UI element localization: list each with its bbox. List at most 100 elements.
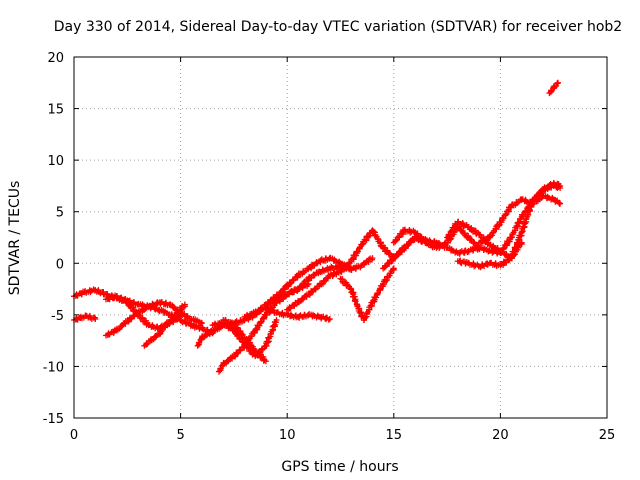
data-point [529, 200, 536, 207]
data-point [294, 272, 301, 279]
data-point [215, 368, 222, 375]
data-point [444, 239, 451, 246]
series-pass-i [220, 316, 269, 365]
series-pass-m [337, 265, 397, 324]
data-point [220, 317, 227, 324]
data-point [305, 280, 312, 287]
data-point [546, 90, 553, 97]
data-point [380, 265, 387, 272]
data-point [508, 234, 515, 241]
data-point [145, 303, 152, 310]
data-point-fill [352, 298, 359, 305]
data-point [316, 268, 323, 275]
x-tick-label: 15 [386, 428, 403, 443]
data-point [124, 299, 131, 306]
data-point [326, 272, 333, 279]
chart-title: Day 330 of 2014, Sidereal Day-to-day VTE… [54, 19, 622, 35]
data-point [147, 337, 154, 344]
series-pass-q [454, 239, 525, 271]
data-point [518, 229, 525, 236]
data-point [141, 342, 148, 349]
data-point-fill [517, 240, 524, 247]
series-pass-c [102, 299, 205, 339]
data-point [252, 347, 259, 354]
data-point [273, 317, 280, 324]
data-point [188, 315, 195, 322]
data-point [476, 244, 483, 251]
data-point [316, 313, 323, 320]
data-point [156, 299, 163, 306]
data-point [166, 301, 173, 308]
data-point [124, 318, 131, 325]
series-pass-s [546, 79, 561, 97]
data-point [486, 247, 493, 254]
data-point-fill [457, 259, 464, 266]
data-point [83, 312, 90, 319]
data-point [284, 291, 291, 298]
data-point [508, 255, 515, 262]
data-point [348, 266, 355, 273]
data-point [102, 296, 109, 303]
data-point [171, 313, 178, 320]
data-point [102, 332, 109, 339]
x-tick-label: 5 [176, 428, 184, 443]
x-tick-label: 0 [70, 428, 78, 443]
y-tick-label: -10 [43, 360, 64, 375]
data-point [444, 234, 451, 241]
data-point-fill [555, 199, 562, 206]
data-point [354, 303, 361, 310]
y-tick-label: 20 [47, 51, 64, 66]
y-tick-label: 0 [56, 257, 64, 272]
data-point [550, 84, 557, 91]
data-point [444, 244, 451, 251]
data-point [433, 244, 440, 251]
data-point [294, 313, 301, 320]
data-point [554, 79, 561, 86]
data-point [369, 255, 376, 262]
data-point [92, 315, 99, 322]
data-point-fill [257, 319, 264, 326]
data-point [486, 260, 493, 267]
data-point [273, 309, 280, 316]
series-pass-b [71, 312, 99, 324]
data-point [476, 231, 483, 238]
x-tick-label: 10 [279, 428, 296, 443]
data-point [358, 241, 365, 248]
data-point [305, 291, 312, 298]
data-point [454, 249, 461, 256]
series-pass-e [141, 301, 188, 349]
grid [74, 57, 607, 418]
series-pass-r [476, 192, 564, 246]
data-point [262, 342, 269, 349]
y-axis-label: SDTVAR / TECUs [7, 181, 23, 296]
data-point [284, 282, 291, 289]
data-point [550, 179, 557, 186]
data-point [326, 265, 333, 272]
data-point [550, 196, 557, 203]
data-point [241, 313, 248, 320]
data-point [284, 306, 291, 313]
data-point [390, 265, 397, 272]
data-point [337, 260, 344, 267]
data-point [262, 301, 269, 308]
data-point [198, 334, 205, 341]
data-point [273, 293, 280, 300]
data-point [497, 219, 504, 226]
data-points [71, 79, 564, 375]
data-point-fill [437, 241, 444, 248]
data-point [316, 282, 323, 289]
data-point [92, 287, 99, 294]
data-point [369, 227, 376, 234]
data-point [102, 291, 109, 298]
data-point [252, 309, 259, 316]
data-point-fill [370, 228, 377, 235]
data-point-fill [196, 339, 203, 346]
data-point [476, 239, 483, 246]
data-point [518, 213, 525, 220]
data-point [380, 244, 387, 251]
data-point [262, 358, 269, 365]
data-point [156, 306, 163, 313]
x-tick-label: 20 [492, 428, 509, 443]
y-tick-label: 15 [47, 103, 64, 118]
